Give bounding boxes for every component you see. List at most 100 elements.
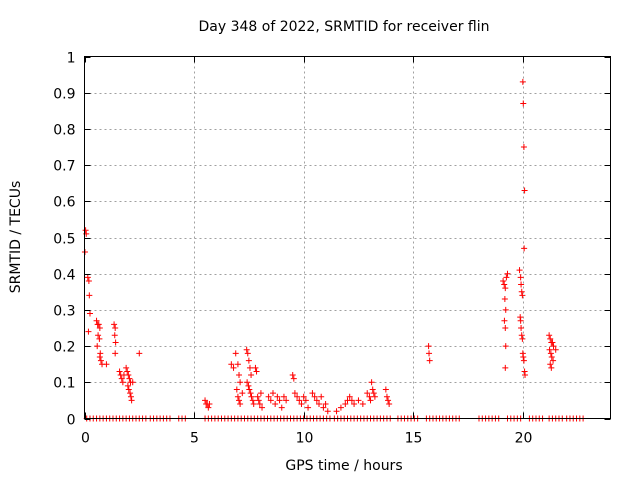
- data-point: [521, 187, 528, 194]
- data-point: [112, 350, 119, 357]
- data-point: [333, 408, 340, 415]
- data-point: [125, 386, 132, 393]
- data-point: [502, 325, 509, 331]
- data-point: [244, 350, 251, 357]
- data-point: [548, 364, 555, 371]
- data-point: [547, 361, 554, 368]
- data-point: [501, 317, 508, 324]
- data-point: [324, 408, 331, 415]
- data-point: [248, 393, 255, 400]
- data-point: [548, 353, 555, 360]
- data-point: [206, 401, 213, 408]
- data-point: [249, 397, 256, 404]
- data-point: [300, 393, 307, 400]
- data-point: [371, 393, 378, 400]
- x-tick-label: 20: [515, 431, 533, 447]
- data-point: [342, 401, 349, 408]
- data-point: [246, 364, 253, 371]
- data-point: [243, 346, 250, 353]
- data-point: [552, 346, 559, 353]
- data-point: [118, 375, 125, 382]
- data-point: [316, 401, 323, 408]
- data-point: [112, 339, 119, 346]
- data-point: [521, 245, 528, 252]
- data-point: [313, 397, 320, 404]
- data-point: [237, 401, 244, 408]
- data-point: [294, 393, 301, 400]
- data-point: [257, 390, 264, 397]
- data-point: [359, 401, 366, 408]
- data-point: [245, 382, 252, 389]
- data-point: [96, 353, 103, 360]
- y-tick-label: 0.2: [53, 340, 75, 356]
- data-point: [502, 364, 509, 371]
- data-point: [95, 321, 102, 328]
- data-point: [546, 332, 553, 339]
- data-point: [518, 332, 525, 339]
- data-point: [305, 404, 312, 411]
- data-point: [337, 404, 344, 411]
- data-point: [426, 350, 433, 357]
- data-point: [425, 343, 432, 350]
- data-point: [232, 350, 239, 357]
- data-point: [82, 227, 89, 234]
- data-point: [126, 375, 133, 382]
- data-point: [230, 364, 237, 371]
- data-point: [248, 372, 255, 379]
- data-point: [112, 325, 119, 331]
- data-point: [385, 397, 392, 404]
- data-point: [367, 397, 374, 404]
- data-point: [504, 270, 511, 277]
- data-point: [502, 285, 509, 292]
- data-point: [250, 401, 257, 408]
- data-point: [549, 339, 556, 346]
- data-point: [272, 401, 279, 408]
- data-point: [500, 277, 507, 284]
- data-point: [547, 335, 554, 342]
- data-point: [290, 375, 297, 382]
- data-point: [205, 404, 212, 411]
- data-point: [302, 397, 309, 404]
- data-point: [245, 357, 252, 364]
- data-point: [111, 332, 118, 339]
- data-point: [309, 390, 316, 397]
- data-point: [128, 397, 135, 404]
- data-point: [348, 397, 355, 404]
- data-point: [370, 390, 377, 397]
- data-point: [239, 390, 246, 397]
- data-point: [550, 343, 557, 350]
- data-point: [111, 321, 118, 328]
- data-point: [519, 292, 526, 299]
- data-point: [520, 100, 527, 107]
- data-point: [236, 397, 243, 404]
- plot-frame: [84, 56, 611, 419]
- y-tick-label: 0.9: [53, 87, 75, 103]
- data-point: [520, 144, 527, 150]
- data-point: [127, 393, 134, 400]
- data-point: [520, 357, 527, 364]
- data-point: [116, 368, 123, 375]
- data-point: [269, 390, 276, 397]
- data-point: [518, 325, 525, 331]
- data-point: [267, 397, 274, 404]
- data-point: [85, 328, 92, 335]
- y-tick-label: 0.4: [53, 268, 75, 284]
- data-point: [516, 267, 523, 274]
- data-point: [86, 292, 93, 299]
- data-point: [522, 372, 529, 379]
- x-tick-label: 0: [81, 431, 90, 447]
- data-point: [237, 379, 244, 386]
- data-point: [95, 332, 102, 339]
- y-axis-label: SRMTID / TECUs: [8, 181, 24, 294]
- data-point: [386, 401, 393, 408]
- data-point: [265, 393, 272, 400]
- data-point: [234, 393, 241, 400]
- data-point: [276, 397, 283, 404]
- data-point: [125, 372, 132, 379]
- data-point: [280, 393, 287, 400]
- y-tick-label: 0.1: [53, 376, 75, 392]
- data-point: [346, 393, 353, 400]
- data-point: [254, 393, 261, 400]
- y-tick-label: 0.7: [53, 159, 75, 175]
- data-point: [518, 281, 525, 288]
